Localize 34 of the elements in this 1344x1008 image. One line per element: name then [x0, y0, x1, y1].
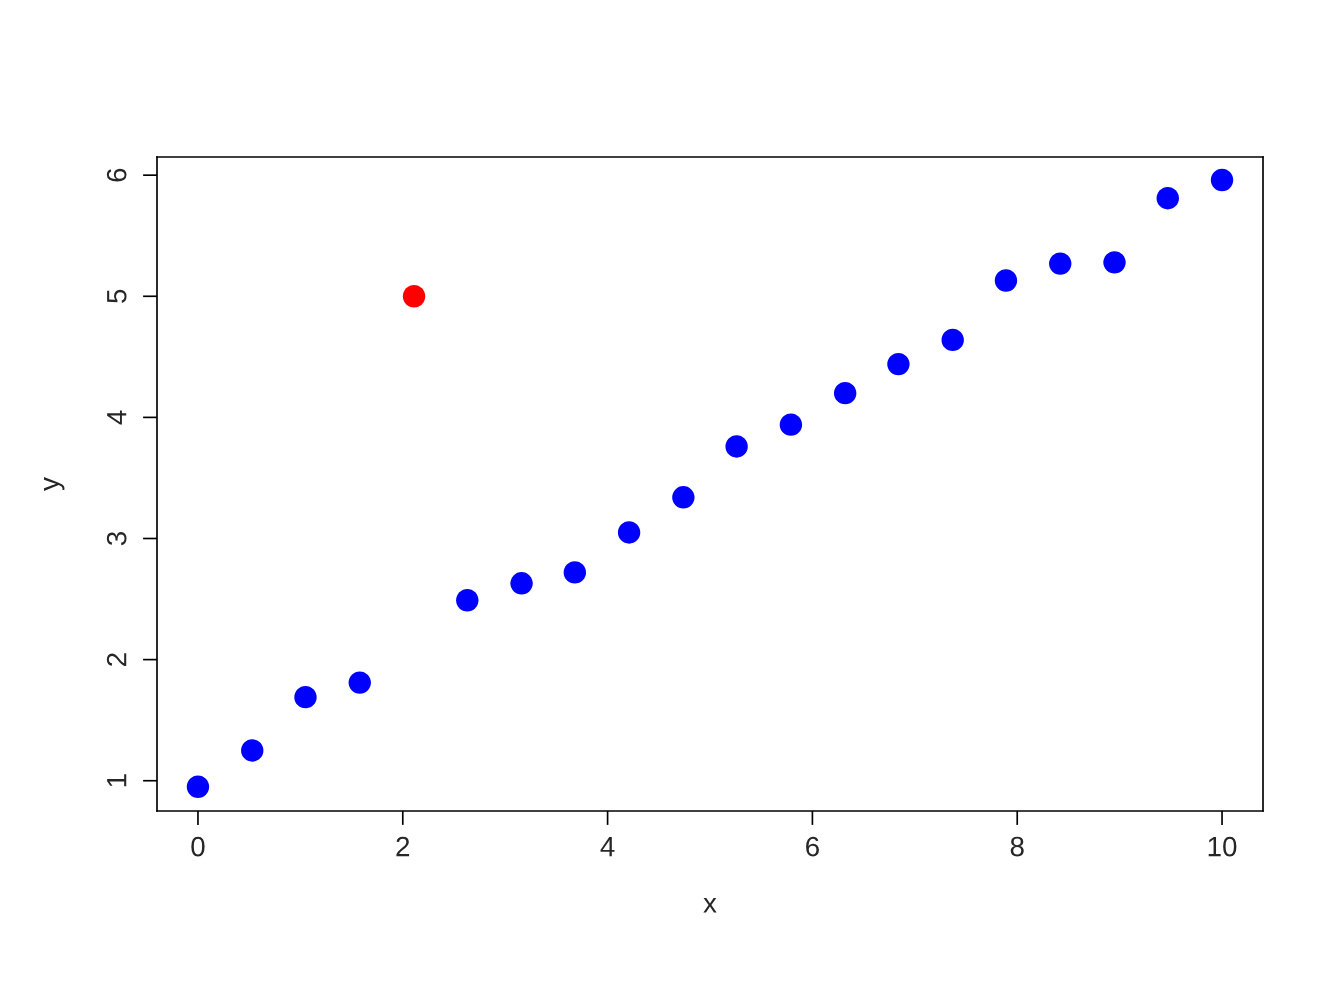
y-tick-label: 2 — [106, 653, 127, 666]
point — [1103, 251, 1126, 274]
point — [1210, 168, 1234, 192]
y-tick-label: 1 — [107, 774, 127, 787]
point — [348, 671, 371, 694]
point — [456, 589, 479, 612]
point — [833, 381, 857, 405]
x-tick-label: 10 — [1208, 836, 1237, 857]
x-tick-label: 0 — [191, 836, 205, 857]
point — [672, 486, 695, 509]
point — [1156, 186, 1179, 210]
y-tick-label: 5 — [107, 289, 127, 303]
point — [994, 269, 1018, 292]
x-tick-label: 4 — [600, 837, 615, 857]
x-tick-label: 8 — [1010, 836, 1024, 857]
point — [294, 685, 317, 709]
point — [402, 285, 426, 308]
point — [887, 352, 910, 376]
y-tick-label: 4 — [107, 410, 127, 425]
point — [186, 775, 210, 798]
point — [617, 521, 641, 544]
y-tick-label: 6 — [106, 168, 127, 182]
point — [510, 572, 533, 595]
point — [563, 561, 587, 584]
point — [725, 435, 748, 458]
point — [241, 739, 264, 762]
point — [779, 413, 803, 436]
x-axis-title: x — [703, 897, 717, 913]
y-axis-title: y — [44, 477, 65, 491]
point — [941, 328, 964, 352]
x-tick-label: 6 — [806, 836, 819, 857]
x-tick-label: 2 — [396, 836, 410, 857]
y-tick-label: 3 — [106, 532, 127, 546]
point — [1049, 252, 1072, 275]
